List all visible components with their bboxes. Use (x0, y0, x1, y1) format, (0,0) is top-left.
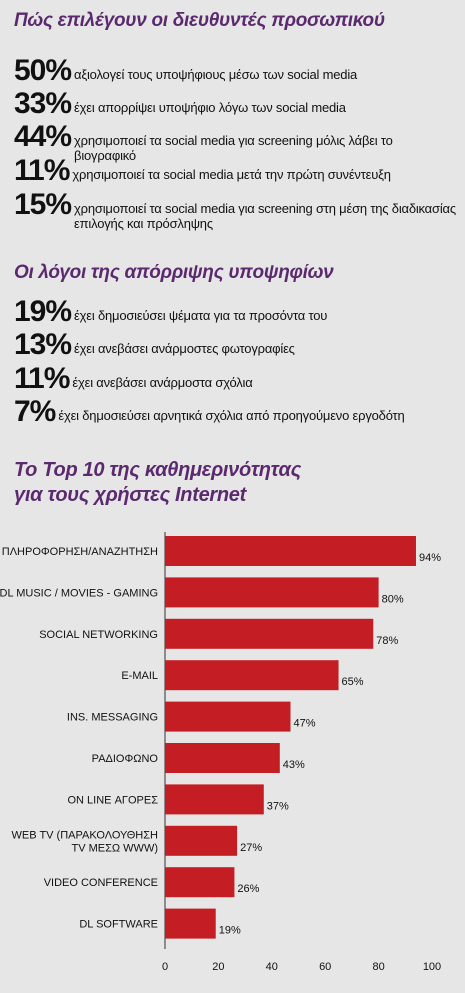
category-label: ON LINE ΑΓΟΡΕΣ (68, 794, 159, 806)
stat-row: 13% έχει ανεβάσει ανάρμοστες φωτογραφίες (14, 330, 457, 360)
x-tick-label: 20 (212, 961, 224, 973)
chart-title: Το Top 10 της καθημερινότητας για τους χ… (14, 458, 301, 508)
stat-percent: 50% (14, 54, 72, 87)
stat-description: αξιολογεί τους υποψήφιους μέσω των socia… (74, 67, 358, 82)
category-label: DL MUSIC / MOVIES - GAMING (0, 587, 158, 599)
x-tick-label: 40 (266, 961, 278, 973)
x-tick-label: 100 (423, 961, 441, 973)
stat-description: έχει απορρίψει υποψήφιο λόγω των social … (74, 100, 346, 115)
bar (165, 536, 416, 566)
bar (165, 867, 235, 898)
stat-percent: 7% (14, 395, 56, 428)
stat-percent: 33% (14, 87, 72, 120)
bar (165, 908, 216, 939)
category-label: ΡΑΔΙΟΦΩΝΟ (92, 753, 159, 765)
stat-description: χρησιμοποιεί τα social media για screeni… (74, 201, 456, 231)
x-tick-label: 80 (372, 961, 384, 973)
stat-row: 44% χρησιμοποιεί τα social media για scr… (14, 120, 457, 164)
stat-description: έχει δημοσιεύσει ψέματα για τα προσόντα … (74, 308, 328, 323)
stat-percent: 19% (14, 295, 72, 328)
bar (165, 701, 291, 732)
category-label: ΠΛΗΡΟΦΟΡΗΣΗ/ΑΝΑΖΗΤΗΣΗ (2, 546, 158, 558)
section1-title: Πώς επιλέγουν οι διευθυντές προσωπικού (14, 10, 385, 31)
stat-row: 7% έχει δημοσιεύσει αρνητικά σχόλια από … (14, 397, 457, 427)
stat-row: 19% έχει δημοσιεύσει ψέματα για τα προσό… (14, 297, 457, 327)
category-label: DL SOFTWARE (79, 919, 158, 931)
bar (165, 660, 339, 691)
stat-percent: 15% (14, 188, 72, 221)
stat-row: 15% χρησιμοποιεί τα social media για scr… (14, 188, 457, 232)
chart-title-line2: για τους χρήστες Internet (14, 484, 246, 506)
stat-percent: 44% (14, 120, 72, 153)
stat-description: έχει δημοσιεύσει αρνητικά σχόλια από προ… (58, 408, 405, 423)
bar (165, 743, 280, 773)
value-label: 19% (219, 925, 241, 937)
value-label: 78% (376, 635, 398, 647)
value-label: 80% (382, 593, 404, 605)
category-label: TV ΜΕΣΩ WWW) (71, 842, 158, 854)
stat-row: 11% έχει ανεβάσει ανάρμοστα σχόλια (14, 364, 457, 394)
category-label: VIDEO CONFERENCE (44, 877, 158, 889)
stat-percent: 11% (14, 362, 70, 395)
value-label: 26% (237, 883, 259, 895)
category-label: E-MAIL (121, 670, 158, 682)
category-label: WEB TV (ΠΑΡΑΚΟΛΟΥΘΗΣΗ (12, 829, 159, 841)
stat-row: 11% χρησιμοποιεί τα social media μετά τη… (14, 156, 457, 186)
stat-description: έχει ανεβάσει ανάρμοστα σχόλια (72, 375, 253, 390)
stat-description: έχει ανεβάσει ανάρμοστες φωτογραφίες (74, 341, 295, 356)
value-label: 27% (240, 842, 262, 854)
value-label: 37% (267, 800, 289, 812)
stat-description: χρησιμοποιεί τα social media για screeni… (74, 133, 393, 163)
bar (165, 618, 374, 649)
x-tick-label: 0 (162, 961, 168, 973)
stat-percent: 13% (14, 328, 72, 361)
bar (165, 577, 379, 608)
value-label: 65% (342, 676, 364, 688)
stat-description: χρησιμοποιεί τα social media μετά την πρ… (72, 167, 391, 182)
bar (165, 825, 238, 856)
value-label: 47% (293, 718, 315, 730)
category-label: INS. MESSAGING (67, 712, 158, 724)
stat-percent: 11% (14, 154, 70, 187)
category-label: SOCIAL NETWORKING (39, 629, 158, 641)
x-tick-label: 60 (319, 961, 331, 973)
value-label: 94% (419, 552, 441, 564)
chart-title-line1: Το Top 10 της καθημερινότητας (14, 459, 301, 481)
bar (165, 784, 264, 815)
stat-row: 50% αξιολογεί τους υποψήφιους μέσω των s… (14, 56, 457, 86)
value-label: 43% (283, 759, 305, 771)
section2-title: Οι λόγοι της απόρριψης υποψηφίων (14, 262, 334, 283)
stat-row: 33% έχει απορρίψει υποψήφιο λόγω των soc… (14, 89, 457, 119)
